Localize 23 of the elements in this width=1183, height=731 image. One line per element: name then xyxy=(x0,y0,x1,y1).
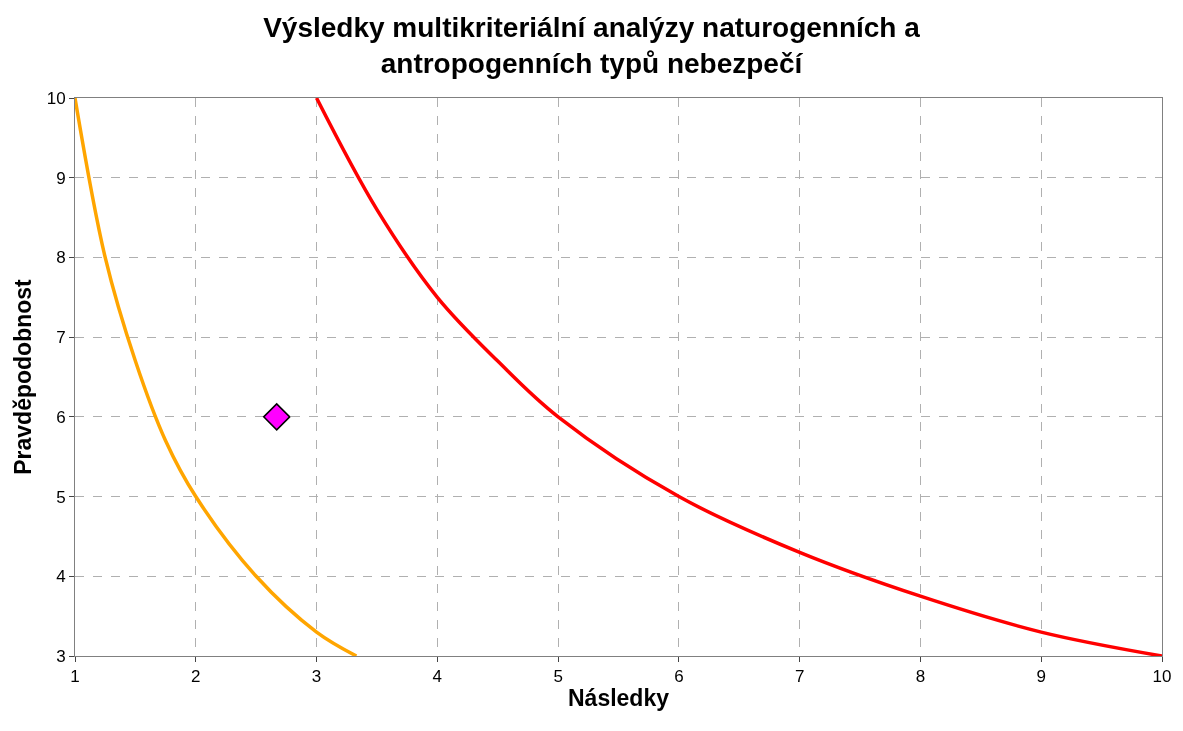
y-tick-label: 3 xyxy=(56,646,66,666)
x-tick-label: 8 xyxy=(915,667,926,687)
x-tick-label: 4 xyxy=(432,667,443,687)
x-tick-label: 5 xyxy=(553,667,563,687)
x-tick-label: 2 xyxy=(191,667,201,687)
x-tick-label: 3 xyxy=(311,667,322,687)
y-tick-label: 6 xyxy=(56,407,66,427)
x-tick-label: 9 xyxy=(1036,667,1046,687)
x-tick-label: 10 xyxy=(1152,667,1172,687)
line-series xyxy=(75,98,359,656)
y-tick-label: 5 xyxy=(56,487,66,507)
x-tick-label: 6 xyxy=(674,667,684,687)
y-tick-label: 4 xyxy=(56,567,66,587)
y-tick-label: 8 xyxy=(56,248,66,268)
y-tick-label: 7 xyxy=(56,328,66,348)
y-tick-label: 10 xyxy=(46,88,66,108)
line-series xyxy=(314,98,1162,656)
x-tick-label: 7 xyxy=(794,667,805,687)
y-axis-title: Pravděpodobnost xyxy=(10,278,37,475)
chart-title: Výsledky multikriteriální analýzy naturogenních a antropogenních typů nebezpečí xyxy=(263,11,921,79)
x-tick-label: 1 xyxy=(70,667,80,687)
x-axis-title: Následky xyxy=(567,685,670,711)
y-tick-label: 9 xyxy=(56,168,66,188)
